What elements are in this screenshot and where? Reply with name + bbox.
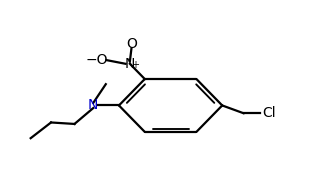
Text: +: +: [131, 60, 140, 70]
Text: N: N: [88, 98, 99, 112]
Text: N: N: [125, 57, 135, 71]
Text: Cl: Cl: [262, 106, 276, 120]
Text: O: O: [126, 37, 137, 51]
Text: −O: −O: [85, 53, 108, 67]
